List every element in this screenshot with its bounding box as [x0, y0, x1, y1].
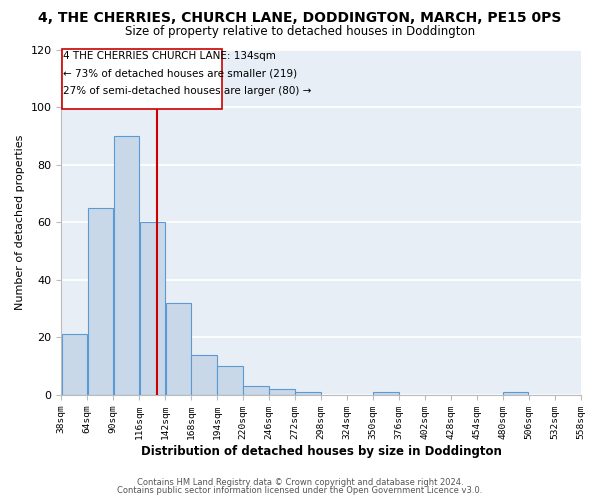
Bar — [62, 334, 87, 394]
Bar — [244, 386, 269, 394]
Bar — [269, 389, 295, 394]
Bar — [166, 303, 191, 394]
Text: 4, THE CHERRIES, CHURCH LANE, DODDINGTON, MARCH, PE15 0PS: 4, THE CHERRIES, CHURCH LANE, DODDINGTON… — [38, 12, 562, 26]
Text: Contains HM Land Registry data © Crown copyright and database right 2024.: Contains HM Land Registry data © Crown c… — [137, 478, 463, 487]
X-axis label: Distribution of detached houses by size in Doddington: Distribution of detached houses by size … — [140, 444, 502, 458]
Y-axis label: Number of detached properties: Number of detached properties — [15, 134, 25, 310]
Bar — [373, 392, 398, 394]
Bar — [191, 354, 217, 395]
Bar — [140, 222, 165, 394]
Bar — [62, 48, 223, 109]
Text: 4 THE CHERRIES CHURCH LANE: 134sqm: 4 THE CHERRIES CHURCH LANE: 134sqm — [64, 52, 276, 62]
Text: 27% of semi-detached houses are larger (80) →: 27% of semi-detached houses are larger (… — [64, 86, 312, 96]
Text: ← 73% of detached houses are smaller (219): ← 73% of detached houses are smaller (21… — [64, 68, 298, 78]
Bar — [295, 392, 320, 394]
Bar — [217, 366, 243, 394]
Bar — [503, 392, 528, 394]
Bar — [88, 208, 113, 394]
Bar — [113, 136, 139, 394]
Text: Contains public sector information licensed under the Open Government Licence v3: Contains public sector information licen… — [118, 486, 482, 495]
Text: Size of property relative to detached houses in Doddington: Size of property relative to detached ho… — [125, 25, 475, 38]
